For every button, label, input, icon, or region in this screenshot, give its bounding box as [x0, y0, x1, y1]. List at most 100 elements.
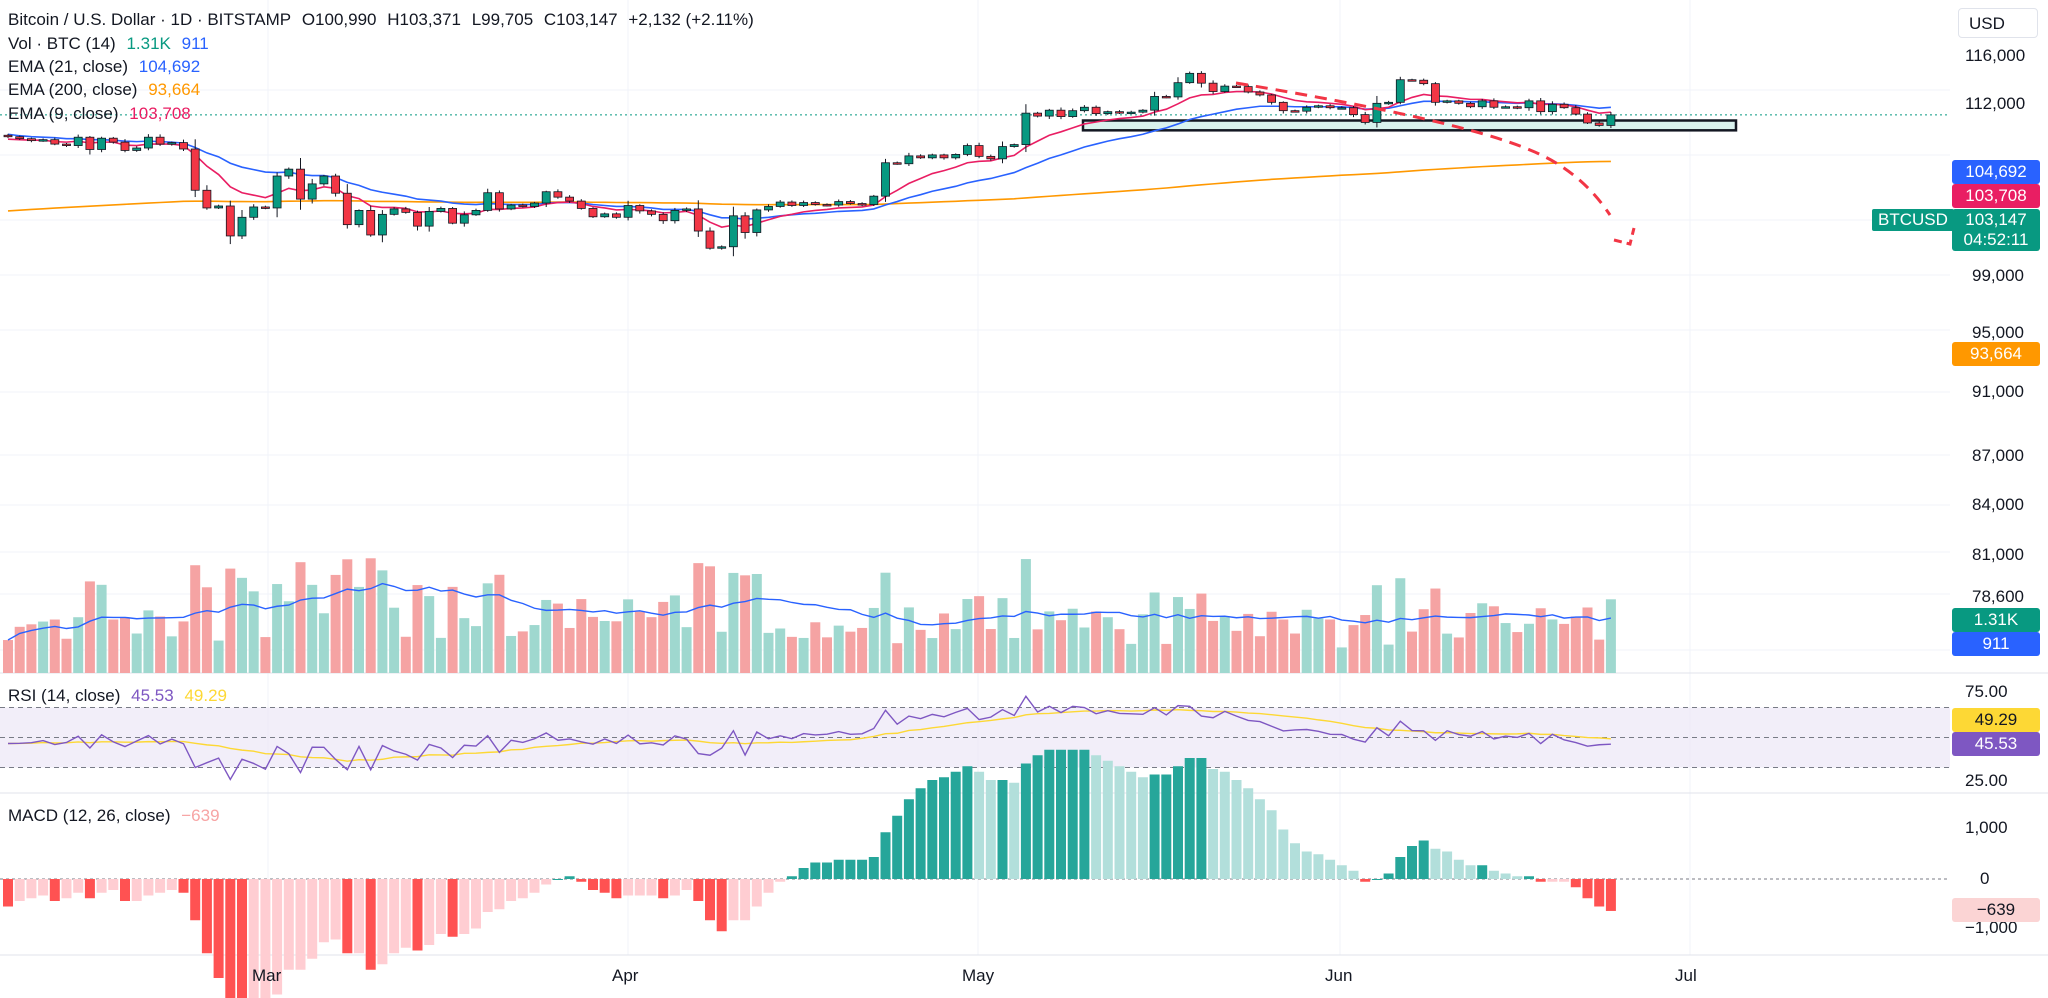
- ema200-legend[interactable]: EMA (200, close) 93,664: [8, 80, 206, 100]
- macd-histogram-bar: [915, 788, 926, 879]
- candle-body: [822, 204, 832, 207]
- volume-bar: [728, 572, 739, 673]
- volume-bar: [1535, 608, 1546, 673]
- macd-histogram-bar: [201, 879, 212, 954]
- macd-histogram-bar: [342, 879, 353, 954]
- macd-histogram-bar: [1067, 749, 1078, 879]
- macd-legend[interactable]: MACD (12, 26, close) −639: [8, 806, 226, 826]
- macd-tick: 0: [1980, 869, 1990, 888]
- candle-body: [1161, 96, 1171, 99]
- candlesticks[interactable]: [3, 71, 1616, 257]
- volume-bar: [131, 633, 142, 673]
- volume-bar: [962, 599, 973, 673]
- candle-body: [97, 137, 106, 150]
- volume-bar: [1056, 620, 1066, 673]
- volume-bar: [775, 628, 786, 673]
- candle-body: [1583, 113, 1592, 124]
- macd-histogram-bar: [962, 766, 973, 879]
- volume-bar: [14, 626, 25, 673]
- macd-histogram-bar: [1512, 876, 1523, 879]
- candle-body: [1548, 103, 1557, 113]
- volume-bar: [424, 596, 435, 673]
- candle-body: [284, 168, 294, 177]
- candle-body: [1337, 107, 1347, 110]
- macd-histogram-bar: [1418, 840, 1429, 879]
- volume-bar: [38, 621, 49, 673]
- price-tick: 78,600: [1972, 587, 2024, 606]
- macd-histogram-bar: [705, 879, 715, 921]
- candle-body: [1290, 110, 1300, 113]
- macd-histogram-bar: [354, 879, 364, 954]
- volume-bar: [1219, 617, 1230, 673]
- volume-bar: [166, 636, 177, 673]
- volume-bar: [3, 640, 13, 673]
- candle-body: [1512, 106, 1522, 109]
- candle-body: [881, 162, 890, 197]
- volume-bar: [1161, 643, 1172, 673]
- close-value: C103,147: [543, 10, 618, 29]
- macd-histogram-bar: [822, 862, 832, 879]
- macd-histogram-bar: [997, 780, 1008, 879]
- macd-tick: 1,000: [1965, 818, 2008, 837]
- candle-body: [1454, 100, 1464, 104]
- low-value: L99,705: [471, 10, 534, 29]
- volume-bar: [1266, 611, 1277, 673]
- macd-histogram-bar: [400, 879, 411, 948]
- volume-legend[interactable]: Vol · BTC (14) 1.31K 911: [8, 34, 215, 54]
- volume-bar: [1290, 633, 1300, 673]
- volume-bar: [155, 616, 166, 673]
- volume-bar: [868, 607, 879, 673]
- volume-bar: [1477, 603, 1488, 673]
- macd-histogram-bar: [1149, 774, 1160, 879]
- ema9-legend[interactable]: EMA (9, close) 103,708: [8, 104, 197, 124]
- candle-body: [143, 136, 153, 149]
- volume-bar: [225, 568, 236, 673]
- candle-body: [1033, 112, 1042, 117]
- bar-countdown: 04:52:11: [1963, 230, 2029, 249]
- rsi-legend[interactable]: RSI (14, close) 45.53 49.29: [8, 686, 233, 706]
- volume-bar: [1582, 607, 1593, 673]
- currency-selector[interactable]: USD: [1958, 8, 2038, 38]
- volume-bar: [1114, 629, 1125, 673]
- candle-body: [272, 175, 282, 209]
- candle-body: [623, 205, 633, 218]
- candle-body: [202, 189, 212, 209]
- candle-body: [729, 215, 738, 248]
- macd-histogram-bar: [1266, 810, 1277, 879]
- price-tick: 84,000: [1972, 495, 2024, 514]
- candle-body: [1442, 100, 1452, 103]
- volume-bar: [73, 617, 84, 673]
- macd-histogram-bar: [260, 879, 271, 998]
- ema-lines: [7, 90, 1611, 228]
- candle-body: [1220, 85, 1230, 92]
- macd-histogram-bar: [155, 879, 166, 893]
- macd-histogram-bar: [1325, 859, 1336, 879]
- macd-histogram-bar: [365, 879, 376, 970]
- ema21-legend[interactable]: EMA (21, close) 104,692: [8, 57, 206, 77]
- volume-bar: [1102, 617, 1113, 673]
- macd-histogram-bar: [693, 879, 704, 901]
- macd-histogram-bar: [1161, 774, 1172, 879]
- ema200-label: EMA (200, close): [8, 80, 138, 99]
- macd-histogram-bar: [611, 879, 622, 899]
- price-tick: 95,000: [1972, 323, 2024, 342]
- candle-body: [38, 139, 48, 142]
- rsi-pane: [0, 695, 1950, 781]
- candle-body: [1594, 122, 1604, 126]
- candle-body: [1278, 101, 1288, 112]
- macd-histogram-bar: [751, 879, 762, 907]
- volume-bar: [1418, 609, 1429, 673]
- macd-histogram-bar: [237, 879, 247, 998]
- trend-line: [1235, 81, 1636, 246]
- volume-bar: [634, 611, 645, 673]
- volume-bar: [880, 572, 891, 673]
- candle-body: [1150, 96, 1159, 111]
- macd-histogram-bar: [857, 859, 868, 879]
- candle-body: [670, 210, 680, 222]
- candle-body: [1325, 105, 1335, 109]
- candle-body: [1372, 102, 1382, 123]
- volume-bar: [447, 586, 458, 673]
- macd-histogram-bar: [49, 879, 60, 901]
- candle-body: [190, 148, 200, 191]
